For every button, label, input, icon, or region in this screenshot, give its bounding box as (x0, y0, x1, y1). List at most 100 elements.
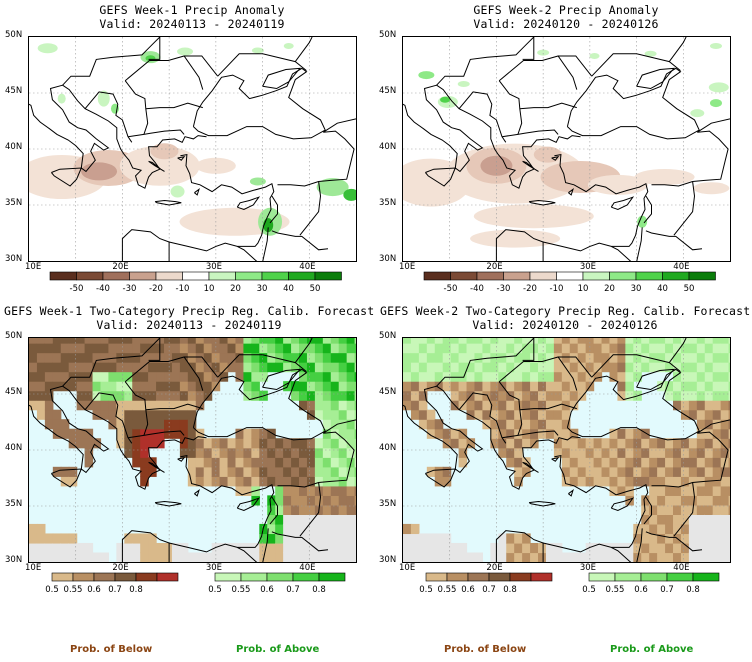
panel-4-map-svg (403, 338, 730, 562)
y-tick-label: 45N (5, 86, 23, 96)
colorbar-swatch (214, 572, 242, 582)
panel-4-map (402, 337, 731, 563)
above-colorbar-week1-svg: 0.5 0.55 0.6 0.7 0.8 (208, 572, 346, 595)
colorbar-tick-label: 0.8 (686, 585, 700, 595)
colorbar-swatch (530, 572, 553, 582)
colorbar-tick-label: 0.5 (419, 585, 433, 595)
colorbar-tick-label: -20 (523, 284, 537, 294)
colorbar-tick-label: 10 (578, 284, 589, 294)
colorbar-swatch (662, 271, 690, 281)
colorbar-tick-label: -40 (96, 284, 110, 294)
prob-below-label-week1: Prob. of Below (70, 644, 153, 655)
colorbar-swatch (640, 572, 668, 582)
panel-3-map (28, 337, 357, 563)
colorbar-tick-label: 30 (631, 284, 642, 294)
colorbar-swatch (446, 572, 469, 582)
x-tick-label: 40E (299, 262, 316, 272)
panel-4-title-line2: Valid: 20240120 - 20240126 (472, 318, 658, 332)
x-tick-label: 10E (399, 563, 416, 573)
panel-2-title-line2: Valid: 20240120 - 20240126 (473, 17, 659, 31)
colorbar-tick-label: 0.55 (606, 585, 625, 595)
y-tick-label: 40N (5, 142, 23, 152)
panel-3-map-svg (29, 338, 356, 562)
colorbar-tick-label: -30 (497, 284, 511, 294)
colorbar-tick-label: 0.5 (45, 585, 59, 595)
colorbar-swatch (49, 271, 77, 281)
colorbar-swatch (261, 271, 289, 281)
panel-1-map-svg (29, 37, 356, 261)
colorbar-tick-label: 30 (257, 284, 268, 294)
panel-2-title-line1: GEFS Week-2 Precip Anomaly (473, 3, 659, 17)
colorbar-tick-label: 50 (310, 284, 321, 294)
prob-below-label-week2: Prob. of Below (444, 644, 527, 655)
y-tick-label: 30N (379, 555, 397, 565)
colorbar-swatch (450, 271, 478, 281)
colorbar-swatch (292, 572, 320, 582)
above-colorbar-week2-svg: 0.5 0.55 0.6 0.7 0.8 (582, 572, 720, 595)
anomaly-colorbar-week2: -50 -40 -30 -20 -10 10 20 30 40 50 (423, 271, 724, 296)
colorbar-swatch (425, 572, 448, 582)
colorbar-tick-label: 0.8 (503, 585, 517, 595)
colorbar-swatch (666, 572, 694, 582)
colorbar-tick-label: 0.8 (129, 585, 143, 595)
x-tick-label: 40E (673, 262, 690, 272)
panel-4-title-line1: GEFS Week-2 Two-Category Precip Reg. Cal… (380, 304, 751, 318)
anomaly-colorbar-week1-svg: -50 -40 -30 -20 -10 10 20 30 40 50 (49, 271, 342, 294)
colorbar-tick-label: -20 (149, 284, 163, 294)
x-tick-label: 20E (486, 563, 503, 573)
y-tick-label: 40N (379, 443, 397, 453)
y-tick-label: 30N (379, 254, 397, 264)
x-tick-label: 30E (205, 563, 223, 573)
y-tick-label: 45N (379, 86, 397, 96)
x-tick-label: 40E (673, 563, 690, 573)
colorbar-tick-label: 0.7 (108, 585, 122, 595)
colorbar-tick-label: 0.55 (64, 585, 83, 595)
panel-3-title-line2: Valid: 20240113 - 20240119 (96, 318, 282, 332)
prob-above-label-week1: Prob. of Above (236, 644, 320, 655)
anomaly-colorbar-week1: -50 -40 -30 -20 -10 10 20 30 40 50 (49, 271, 350, 296)
colorbar-tick-label: 40 (283, 284, 294, 294)
colorbar-tick-label: -30 (123, 284, 137, 294)
colorbar-swatch (688, 271, 716, 281)
colorbar-swatch (423, 271, 451, 281)
x-tick-label: 20E (486, 262, 503, 272)
colorbar-swatch (93, 572, 116, 582)
y-tick-label: 45N (5, 387, 23, 397)
y-tick-label: 50N (5, 331, 23, 341)
colorbar-swatch (51, 572, 74, 582)
colorbar-tick-label: 0.6 (87, 585, 101, 595)
x-tick-label: 40E (299, 563, 316, 573)
colorbar-tick-label: 0.6 (634, 585, 648, 595)
panel-2-title: GEFS Week-2 Precip Anomaly Valid: 202401… (402, 3, 730, 31)
panel-1-title: GEFS Week-1 Precip Anomaly Valid: 202401… (28, 3, 356, 31)
colorbar-swatch (635, 271, 663, 281)
below-colorbar-week1: 0.5 0.55 0.6 0.7 0.8 (45, 572, 182, 597)
colorbar-swatch (235, 271, 263, 281)
y-tick-label: 30N (5, 254, 23, 264)
y-tick-label: 50N (379, 30, 397, 40)
x-tick-label: 10E (25, 563, 42, 573)
x-tick-label: 10E (25, 262, 42, 272)
y-tick-label: 40N (379, 142, 397, 152)
colorbar-swatch (614, 572, 642, 582)
below-colorbar-week2: 0.5 0.55 0.6 0.7 0.8 (419, 572, 556, 597)
colorbar-tick-label: 10 (204, 284, 215, 294)
colorbar-tick-label: 0.7 (482, 585, 496, 595)
colorbar-swatch (76, 271, 104, 281)
x-tick-label: 20E (112, 262, 129, 272)
panel-3-title: GEFS Week-1 Two-Category Precip Reg. Cal… (4, 304, 374, 332)
prob-above-label-week2: Prob. of Above (610, 644, 694, 655)
colorbar-swatch (476, 271, 504, 281)
colorbar-swatch (156, 572, 179, 582)
above-colorbar-week1: 0.5 0.55 0.6 0.7 0.8 (208, 572, 346, 597)
y-tick-label: 35N (379, 499, 397, 509)
y-tick-label: 35N (379, 198, 397, 208)
colorbar-swatch (102, 271, 130, 281)
colorbar-tick-label: -40 (470, 284, 484, 294)
colorbar-swatch (488, 572, 511, 582)
y-tick-label: 35N (5, 499, 23, 509)
x-tick-label: 30E (205, 262, 223, 272)
below-colorbar-week2-svg: 0.5 0.55 0.6 0.7 0.8 (419, 572, 553, 595)
y-tick-label: 50N (379, 331, 397, 341)
y-tick-label: 40N (5, 443, 23, 453)
